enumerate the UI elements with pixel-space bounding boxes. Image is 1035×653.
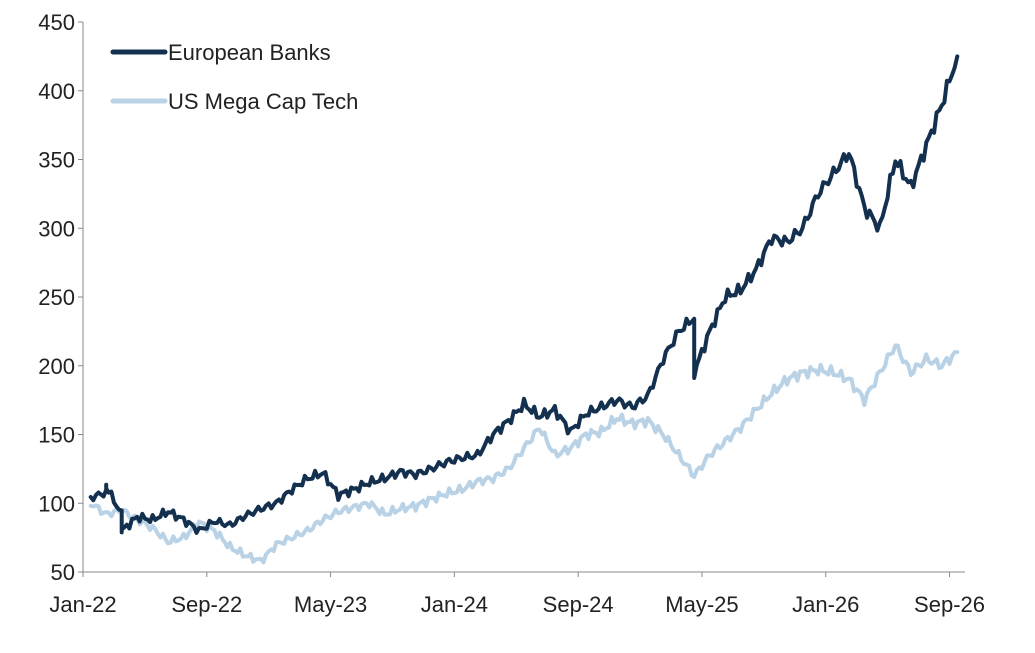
axes xyxy=(82,22,965,573)
x-tick-label: Sep-24 xyxy=(543,592,614,617)
y-tick-label: 250 xyxy=(38,285,75,310)
y-tick-label: 200 xyxy=(38,354,75,379)
y-axis-ticks: 50 100 150 200 250 300 350 400 450 xyxy=(38,10,83,585)
y-tick-label: 450 xyxy=(38,10,75,35)
series-layer xyxy=(88,54,960,565)
legend-label: US Mega Cap Tech xyxy=(168,89,358,114)
legend: European Banks US Mega Cap Tech xyxy=(110,40,358,114)
x-axis-ticks: Jan-22 Sep-22 May-23 Jan-24 Sep-24 May-25 Jan-… xyxy=(49,572,985,617)
y-tick-label: 100 xyxy=(38,491,75,516)
x-tick-label: Sep-26 xyxy=(914,592,985,617)
x-tick-label: Jan-22 xyxy=(49,592,116,617)
series-line-us-mega-cap-tech xyxy=(88,343,960,565)
y-tick-label: 50 xyxy=(51,560,75,585)
x-tick-label: May-25 xyxy=(665,592,738,617)
series-line-european-banks xyxy=(88,54,960,535)
y-tick-label: 300 xyxy=(38,216,75,241)
x-tick-label: Jan-26 xyxy=(792,592,859,617)
legend-label: European Banks xyxy=(168,40,331,65)
y-tick-label: 400 xyxy=(38,79,75,104)
y-tick-label: 150 xyxy=(38,423,75,448)
x-tick-label: May-23 xyxy=(294,592,367,617)
x-tick-label: Sep-22 xyxy=(171,592,242,617)
y-tick-label: 350 xyxy=(38,148,75,173)
x-tick-label: Jan-24 xyxy=(421,592,488,617)
